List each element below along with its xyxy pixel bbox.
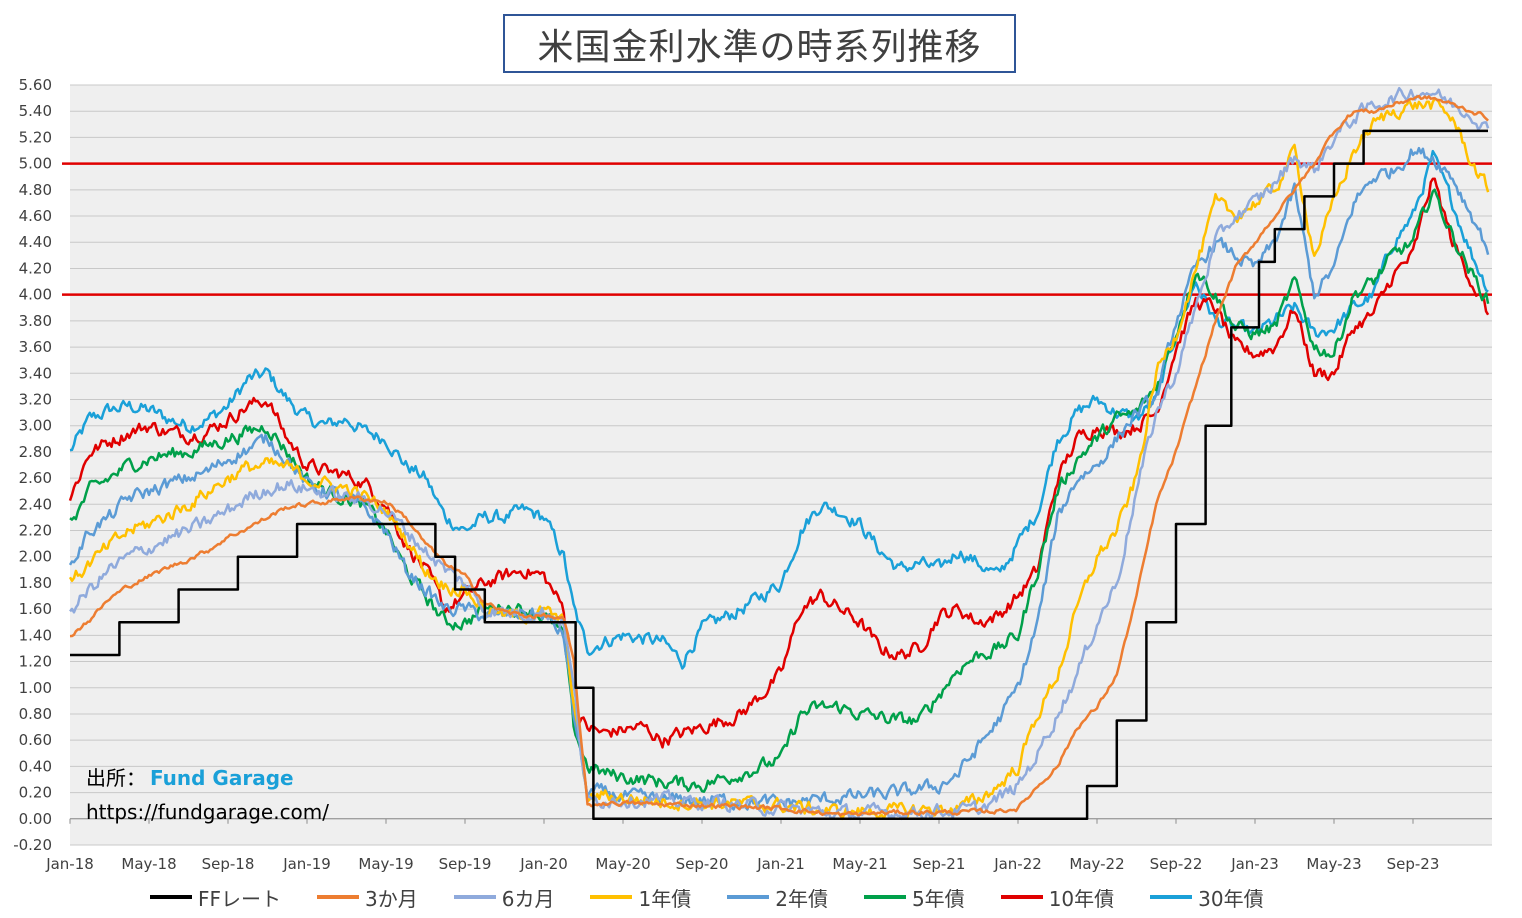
y-tick-label: 2.00 [19, 548, 52, 566]
legend-label: 5年債 [911, 886, 965, 911]
x-tick-label: Jan-19 [282, 855, 331, 873]
legend-label: 3か月 [365, 886, 418, 911]
y-tick-label: 1.00 [19, 679, 52, 697]
x-tick-label: Jan-18 [45, 855, 94, 873]
legend-item: 1年債 [590, 883, 691, 912]
legend-swatch [590, 895, 633, 899]
legend-swatch [1150, 895, 1193, 899]
x-tick-label: Sep-22 [1150, 855, 1203, 873]
legend-swatch [727, 895, 770, 899]
series-line [69, 149, 1489, 670]
chart-title: 米国金利水準の時系列推移 [503, 14, 1016, 73]
legend-item: 3か月 [317, 883, 418, 912]
source-attribution: 出所： Fund Garage [86, 762, 294, 791]
y-tick-label: 5.20 [19, 128, 52, 146]
series-line [68, 177, 1490, 749]
legend-swatch [317, 895, 360, 899]
y-tick-label: 3.80 [19, 312, 52, 330]
legend-label: 30年債 [1198, 886, 1264, 911]
series-line [69, 86, 1490, 821]
legend-swatch [1000, 895, 1043, 899]
y-tick-label: 2.20 [19, 522, 52, 540]
gridlines [70, 84, 1492, 846]
y-tick-label: 3.60 [19, 338, 52, 356]
y-tick-label: 1.80 [19, 574, 52, 592]
x-tick-label: May-22 [1069, 855, 1124, 873]
x-tick-label: Sep-23 [1387, 855, 1440, 873]
source-url: https://fundgarage.com/ [86, 800, 330, 824]
series-line [70, 129, 1488, 821]
y-tick-label: 3.40 [19, 364, 52, 382]
y-tick-label: 3.00 [19, 417, 52, 435]
y-tick-label: 2.40 [19, 495, 52, 513]
legend-swatch [863, 895, 906, 899]
y-tick-label: 1.40 [19, 626, 52, 644]
legend-item: 10年債 [1000, 883, 1115, 912]
y-tick-label: 5.40 [19, 102, 52, 120]
y-tick-label: 4.60 [19, 207, 52, 225]
legend-item: 6カ月 [453, 883, 555, 912]
legend-swatch [453, 895, 496, 899]
y-tick-label: 4.40 [19, 233, 52, 251]
legend-item: 5年債 [863, 883, 965, 912]
x-tick-label: Jan-21 [756, 855, 805, 873]
x-axis-ticks: Jan-18 May-18 Sep-18 Jan-19 May-19 Sep-19 Jan-… [45, 818, 1440, 873]
legend-item: 30年債 [1150, 883, 1264, 912]
x-tick-label: May-19 [358, 855, 413, 873]
x-tick-label: Sep-18 [202, 855, 255, 873]
series-line [69, 188, 1490, 793]
legend-label: 2年債 [775, 886, 828, 911]
series-lines [68, 86, 1490, 821]
y-tick-label: 0.80 [19, 705, 52, 723]
source-label: 出所： [86, 766, 146, 790]
x-tick-label: May-23 [1306, 855, 1361, 873]
source-name: Fund Garage [150, 766, 294, 790]
reference-lines [62, 162, 1492, 296]
y-tick-label: 4.00 [19, 286, 52, 304]
legend-item: FFレート [150, 883, 281, 912]
y-tick-label: 1.60 [19, 600, 52, 618]
x-tick-label: Sep-19 [439, 855, 492, 873]
x-tick-label: May-18 [121, 855, 176, 873]
x-tick-label: Jan-20 [519, 855, 568, 873]
y-tick-label: 0.20 [19, 784, 52, 802]
x-tick-label: Sep-20 [676, 855, 729, 873]
legend-label: 10年債 [1048, 886, 1115, 911]
legend-label: 6カ月 [501, 886, 555, 911]
series-line [69, 94, 1489, 817]
y-tick-label: 5.60 [19, 76, 52, 94]
y-tick-label: 4.20 [19, 259, 52, 277]
x-tick-label: Sep-21 [913, 855, 966, 873]
y-tick-label: 0.40 [19, 757, 52, 775]
legend: FFレート 3か月 6カ月 1年債 2年債 5年債 10年債 30年債 [150, 883, 1390, 912]
legend-item: 2年債 [727, 883, 828, 912]
x-tick-label: Jan-23 [1230, 855, 1279, 873]
x-tick-label: May-20 [595, 855, 650, 873]
y-tick-label: 0.60 [19, 731, 52, 749]
plot-area [70, 85, 1492, 845]
y-tick-label: -0.20 [13, 836, 52, 854]
x-tick-label: May-21 [832, 855, 887, 873]
y-tick-label: 4.80 [19, 181, 52, 199]
legend-swatch [150, 895, 192, 899]
y-tick-label: 2.80 [19, 443, 52, 461]
y-axis-ticks: -0.20 0.00 0.20 0.40 0.60 0.80 1.00 1.20 1.40 1.6… [13, 76, 52, 854]
y-tick-label: 0.00 [19, 810, 52, 828]
y-tick-label: 5.00 [19, 155, 52, 173]
legend-label: FFレート [198, 886, 282, 911]
x-tick-label: Jan-22 [993, 855, 1042, 873]
y-tick-label: 1.20 [19, 653, 52, 671]
legend-label: 1年債 [638, 886, 692, 911]
y-tick-label: 2.60 [19, 469, 52, 487]
y-tick-label: 3.20 [19, 390, 52, 408]
